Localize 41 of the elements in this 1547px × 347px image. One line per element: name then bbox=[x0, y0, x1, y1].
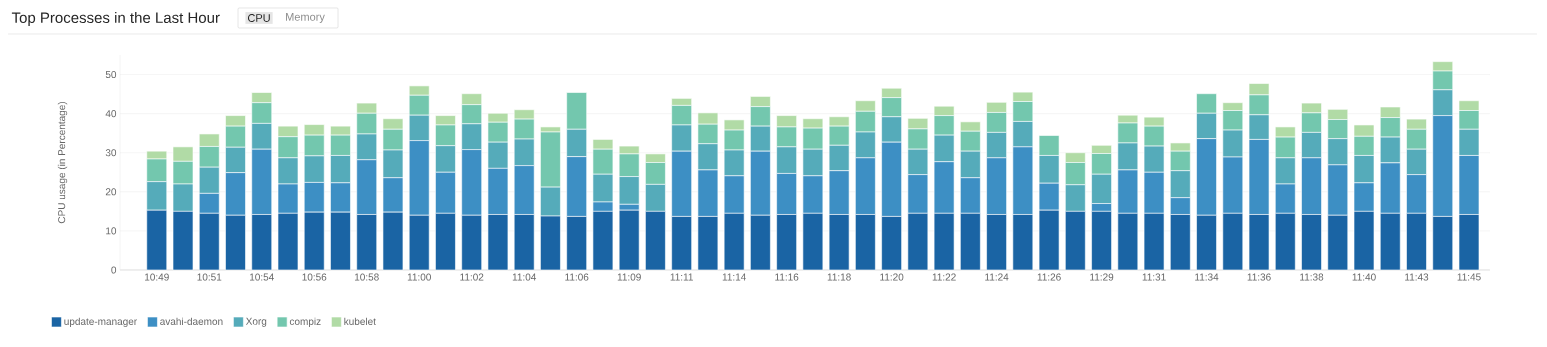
chart-title: Top Processes in the Last Hour bbox=[11, 12, 220, 26]
x-tick-label: 11:20 bbox=[880, 273, 904, 281]
x-tick-label: 11:36 bbox=[1247, 273, 1271, 281]
y-tick-label: 30 bbox=[105, 149, 117, 157]
legend-label: compiz bbox=[289, 317, 321, 327]
x-tick-label: 11:00 bbox=[407, 273, 431, 281]
legend-label: avahi-daemon bbox=[160, 317, 223, 325]
x-tick-label: 11:38 bbox=[1300, 273, 1324, 281]
x-tick-label: 10:49 bbox=[145, 273, 169, 281]
legend-label: update-manager bbox=[64, 317, 137, 327]
legend-label: kubelet bbox=[344, 317, 376, 325]
x-tick-label: 10:58 bbox=[354, 273, 379, 281]
y-tick-label: 50 bbox=[105, 71, 117, 79]
y-axis-title: CPU usage (in Percentage) bbox=[57, 102, 68, 224]
x-tick-label: 11:16 bbox=[775, 273, 799, 281]
x-tick-label: 11:31 bbox=[1142, 273, 1166, 281]
legend-label: Xorg bbox=[245, 317, 267, 327]
x-tick-label: 11:11 bbox=[670, 273, 693, 281]
x-tick-label: 11:06 bbox=[565, 273, 589, 281]
x-tick-label: 11:40 bbox=[1352, 273, 1376, 281]
text: Memory bbox=[286, 13, 325, 23]
x-tick-label: 11:26 bbox=[1037, 273, 1061, 281]
x-tick-label: 11:04 bbox=[512, 273, 537, 281]
y-tick-label: 40 bbox=[105, 110, 117, 118]
x-tick-label: 11:02 bbox=[460, 273, 484, 281]
x-tick-label: 11:29 bbox=[1090, 273, 1114, 281]
x-tick-label: 11:43 bbox=[1405, 273, 1429, 281]
x-tick-label: 11:14 bbox=[722, 273, 746, 281]
x-tick-label: 11:45 bbox=[1457, 273, 1481, 281]
x-tick-label: 11:09 bbox=[617, 273, 641, 281]
text: CPU bbox=[247, 14, 270, 22]
x-tick-label: 11:34 bbox=[1195, 273, 1219, 281]
x-tick-label: 11:24 bbox=[985, 273, 1009, 281]
y-tick-label: 10 bbox=[106, 227, 117, 235]
y-tick-label: 20 bbox=[105, 188, 117, 196]
x-tick-label: 10:56 bbox=[302, 273, 327, 281]
y-tick-label: 0 bbox=[111, 266, 117, 274]
x-tick-label: 10:51 bbox=[197, 273, 222, 281]
x-tick-label: 11:22 bbox=[932, 273, 956, 281]
x-tick-label: 10:54 bbox=[250, 273, 274, 281]
x-tick-label: 11:18 bbox=[827, 273, 851, 281]
